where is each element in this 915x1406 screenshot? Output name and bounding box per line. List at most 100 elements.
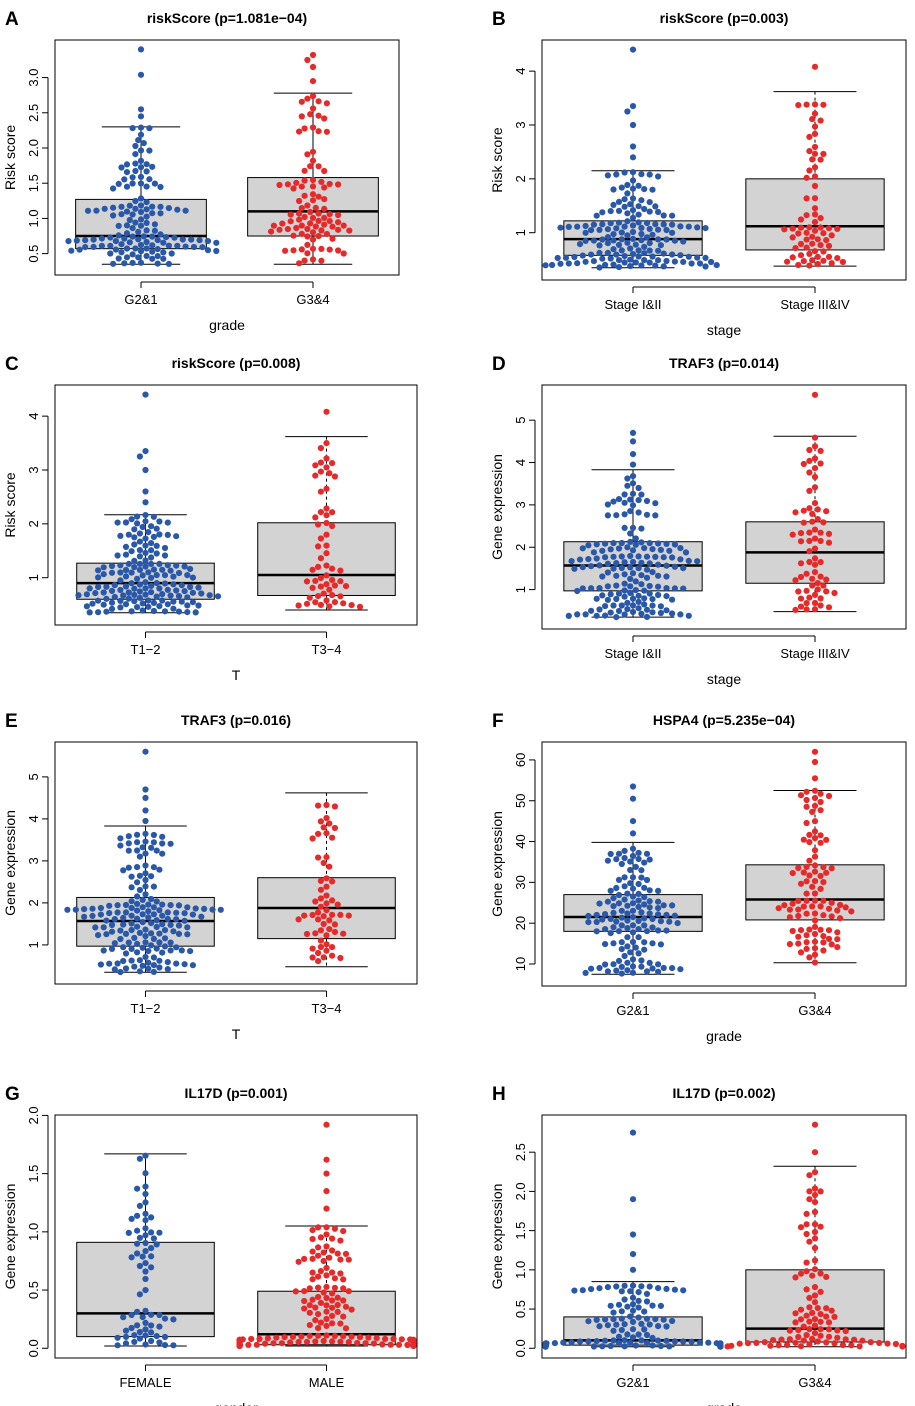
plot-frame <box>541 384 907 630</box>
data-point <box>655 208 662 216</box>
data-point <box>151 227 158 234</box>
data-point <box>156 957 163 964</box>
data-point <box>329 1304 336 1311</box>
data-point <box>122 583 130 590</box>
data-point <box>641 894 648 901</box>
data-point <box>649 915 656 923</box>
y-tick-label: 4 <box>513 68 528 75</box>
data-point <box>153 542 160 550</box>
data-point <box>164 915 171 923</box>
data-point <box>615 957 623 965</box>
data-point <box>320 1249 327 1256</box>
data-point <box>128 945 135 953</box>
data-point <box>157 231 164 238</box>
data-point <box>702 225 709 232</box>
data-point <box>825 1326 833 1333</box>
data-point <box>635 1297 642 1304</box>
data-point <box>643 566 651 573</box>
data-point <box>148 920 155 927</box>
data-point <box>326 926 333 933</box>
data-point <box>677 556 684 563</box>
data-point <box>792 1339 799 1346</box>
data-point <box>340 1297 347 1304</box>
data-point <box>629 1129 637 1136</box>
data-point <box>298 205 305 212</box>
data-point <box>175 922 183 929</box>
data-point <box>168 250 175 257</box>
data-point <box>610 261 617 268</box>
data-point <box>618 907 625 914</box>
data-point <box>153 593 160 600</box>
data-point <box>148 589 155 596</box>
data-point <box>122 519 130 526</box>
data-point <box>326 470 333 477</box>
y-axis-label: Risk score <box>2 472 18 538</box>
data-point <box>312 1304 319 1311</box>
data-point <box>165 205 172 212</box>
data-point <box>806 1294 813 1301</box>
data-point <box>643 968 651 975</box>
data-point <box>142 1260 149 1267</box>
data-point <box>624 181 631 189</box>
data-point <box>809 1335 816 1342</box>
data-point <box>95 609 102 616</box>
data-point <box>635 950 642 957</box>
data-point <box>797 792 805 799</box>
data-point <box>132 142 139 150</box>
data-point <box>154 260 161 267</box>
data-point <box>323 883 330 890</box>
data-point <box>184 594 191 601</box>
data-point <box>72 906 79 913</box>
data-point <box>652 262 659 269</box>
data-point <box>669 554 676 561</box>
data-point <box>627 530 634 537</box>
data-point <box>125 560 132 568</box>
data-point <box>134 1250 141 1257</box>
data-point <box>323 1272 330 1279</box>
data-point <box>100 947 107 954</box>
data-point <box>150 533 157 541</box>
plot-title: HSPA4 (p=5.235e−04) <box>653 712 795 728</box>
data-point <box>125 864 132 871</box>
data-point <box>666 547 673 554</box>
data-point <box>571 1287 578 1294</box>
data-point <box>618 602 625 609</box>
data-point <box>629 929 637 936</box>
data-point <box>649 609 656 616</box>
data-point <box>806 537 813 545</box>
data-point <box>834 225 841 232</box>
data-point <box>209 906 216 913</box>
data-point <box>629 1307 637 1314</box>
data-point <box>309 1227 316 1234</box>
data-point <box>674 920 681 927</box>
data-point <box>136 1262 143 1270</box>
data-point <box>112 246 119 253</box>
data-point <box>809 903 816 910</box>
data-point <box>148 930 155 937</box>
data-point <box>315 233 322 240</box>
data-point <box>156 560 163 568</box>
data-point <box>615 545 623 552</box>
data-point <box>100 589 107 596</box>
data-point <box>323 947 330 954</box>
data-point <box>629 907 637 914</box>
data-point <box>189 962 196 969</box>
data-point <box>356 603 364 610</box>
data-point <box>629 818 637 825</box>
data-point <box>797 240 805 248</box>
data-point <box>111 966 118 973</box>
data-point <box>831 589 838 597</box>
data-point <box>565 612 572 620</box>
data-point <box>135 228 142 235</box>
data-point <box>73 237 80 244</box>
data-point <box>797 252 805 259</box>
data-point <box>287 1339 294 1346</box>
data-point <box>649 940 656 947</box>
data-point <box>148 844 155 851</box>
data-point <box>621 1296 628 1303</box>
data-point <box>139 962 146 969</box>
data-point <box>153 917 160 924</box>
data-point <box>607 255 614 262</box>
